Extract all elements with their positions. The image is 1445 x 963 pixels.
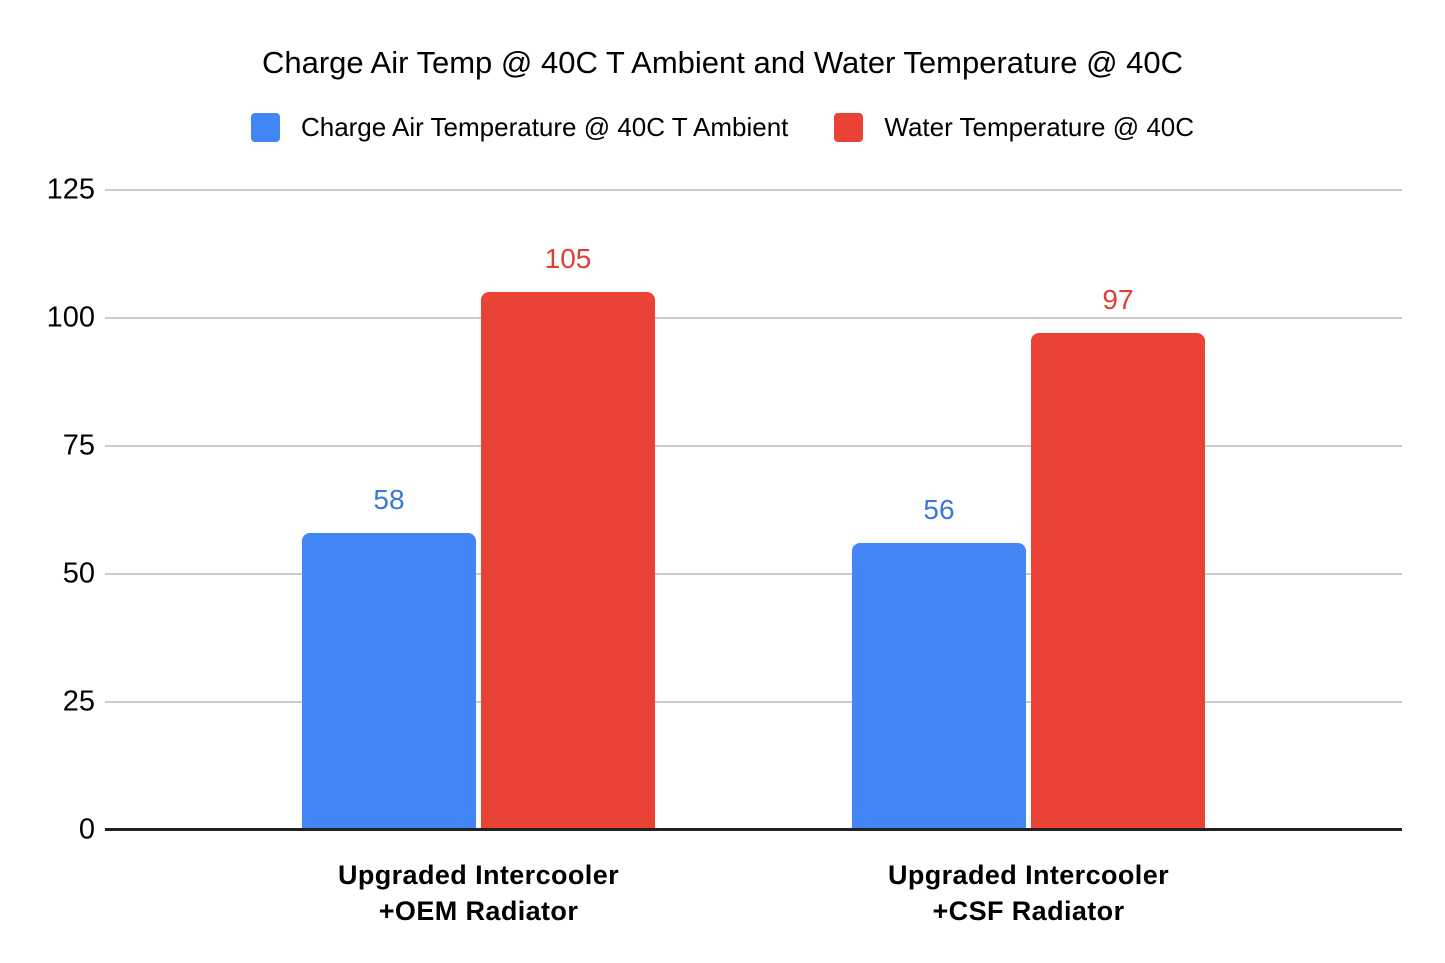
- bar-value-label: 58: [373, 484, 405, 516]
- x-axis-category-label: Upgraded Intercooler +CSF Radiator: [887, 860, 1170, 926]
- gridline: [105, 445, 1402, 447]
- bar-group: 56 97 Upgraded Intercooler +CSF Radiator: [852, 190, 1205, 926]
- bar: [852, 543, 1026, 830]
- plot-area: 58 105 Upgraded Intercooler +OEM Radiator 5…: [47, 174, 1402, 926]
- gridline: [105, 317, 1402, 319]
- chart-title: Charge Air Temp @ 40C T Ambient and Wate…: [261, 45, 1184, 80]
- x-axis-category-label: Upgraded Intercooler +OEM Radiator: [337, 860, 620, 926]
- y-axis-tick-label: 25: [62, 685, 95, 718]
- bar-value-label: 97: [1102, 284, 1134, 316]
- bar-column: 97: [1031, 190, 1205, 830]
- legend-label-charge-air: Charge Air Temperature @ 40C T Ambient: [300, 112, 789, 142]
- gridline: [105, 189, 1402, 191]
- chart-legend: Charge Air Temperature @ 40C T Ambient W…: [0, 112, 1445, 143]
- gridline: [105, 701, 1402, 703]
- legend-item-water-temperature: Water Temperature @ 40C: [834, 112, 1194, 143]
- bar-column: 105: [481, 190, 655, 830]
- y-axis-tick-label: 100: [46, 301, 95, 334]
- bar: [481, 292, 655, 830]
- bar-value-label: 56: [923, 494, 955, 526]
- y-axis-tick-label: 75: [62, 429, 95, 462]
- legend-swatch-water-icon: [834, 113, 864, 142]
- bar-column: 56: [852, 190, 1026, 830]
- gridline: [105, 573, 1402, 575]
- y-axis-tick-label: 0: [78, 813, 95, 846]
- legend-item-charge-air-temperature: Charge Air Temperature @ 40C T Ambient: [250, 112, 789, 143]
- x-axis-line: [105, 828, 1402, 831]
- bar: [302, 533, 476, 830]
- bar: [1031, 333, 1205, 830]
- bar-groups: 58 105 Upgraded Intercooler +OEM Radiator 5…: [105, 190, 1402, 926]
- y-axis-tick-label: 125: [46, 173, 95, 206]
- bar-column: 58: [302, 190, 476, 830]
- bar-group: 58 105 Upgraded Intercooler +OEM Radiator: [302, 190, 655, 926]
- y-axis-tick-label: 50: [62, 557, 95, 590]
- legend-label-water: Water Temperature @ 40C: [884, 112, 1195, 142]
- bar-value-label: 105: [544, 243, 592, 275]
- legend-swatch-charge-air-icon: [250, 113, 280, 142]
